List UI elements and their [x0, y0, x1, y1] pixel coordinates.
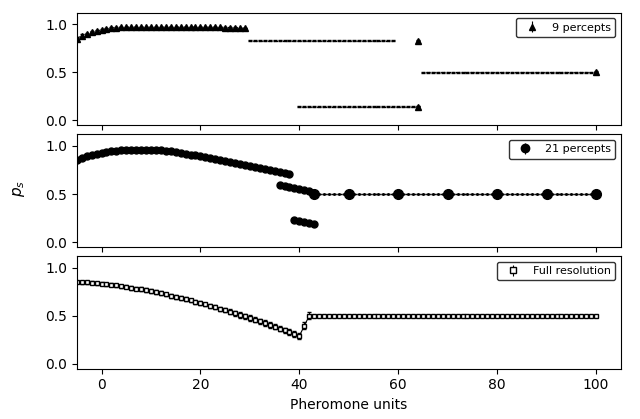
Legend: 9 percepts: 9 percepts — [516, 18, 615, 37]
Text: $p_s$: $p_s$ — [11, 180, 27, 197]
Legend: Full resolution: Full resolution — [497, 261, 615, 280]
X-axis label: Pheromone units: Pheromone units — [290, 398, 408, 412]
Legend: 21 percepts: 21 percepts — [509, 140, 615, 159]
